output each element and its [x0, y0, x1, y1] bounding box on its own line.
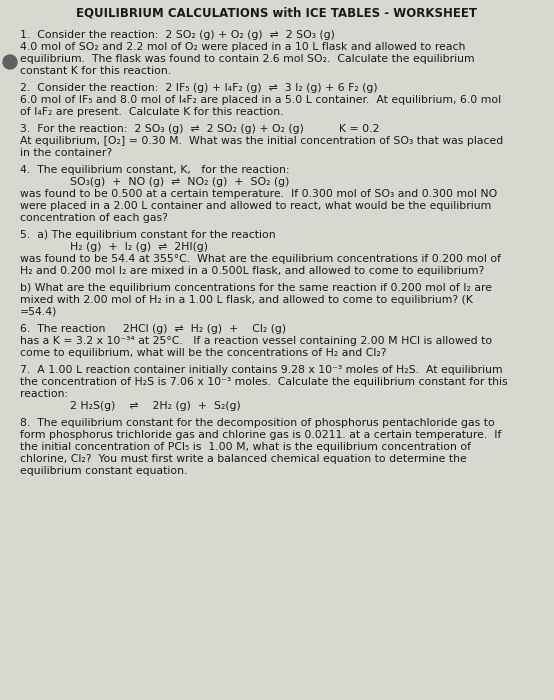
Text: H₂ and 0.200 mol I₂ are mixed in a 0.500L flask, and allowed to come to equilibr: H₂ and 0.200 mol I₂ are mixed in a 0.500… — [20, 266, 484, 276]
Text: 3.  For the reaction:  2 SO₃ (g)  ⇌  2 SO₂ (g) + O₂ (g)          K = 0.2: 3. For the reaction: 2 SO₃ (g) ⇌ 2 SO₂ (… — [20, 124, 379, 134]
Text: =54.4): =54.4) — [20, 307, 58, 317]
Text: mixed with 2.00 mol of H₂ in a 1.00 L flask, and allowed to come to equilibrium?: mixed with 2.00 mol of H₂ in a 1.00 L fl… — [20, 295, 473, 305]
Text: 6.0 mol of IF₅ and 8.0 mol of I₄F₂ are placed in a 5.0 L container.  At equilibr: 6.0 mol of IF₅ and 8.0 mol of I₄F₂ are p… — [20, 95, 501, 105]
Text: EQUILIBRIUM CALCULATIONS with ICE TABLES - WORKSHEET: EQUILIBRIUM CALCULATIONS with ICE TABLES… — [76, 6, 478, 19]
Text: H₂ (g)  +  I₂ (g)  ⇌  2HI(g): H₂ (g) + I₂ (g) ⇌ 2HI(g) — [70, 242, 208, 252]
Text: 5.  a) The equilibrium constant for the reaction: 5. a) The equilibrium constant for the r… — [20, 230, 276, 240]
Text: were placed in a 2.00 L container and allowed to react, what would be the equili: were placed in a 2.00 L container and al… — [20, 201, 491, 211]
Text: concentration of each gas?: concentration of each gas? — [20, 213, 168, 223]
Text: 8.  The equilibrium constant for the decomposition of phosphorus pentachloride g: 8. The equilibrium constant for the deco… — [20, 418, 495, 428]
Text: reaction:: reaction: — [20, 389, 68, 399]
Text: of I₄F₂ are present.  Calculate K for this reaction.: of I₄F₂ are present. Calculate K for thi… — [20, 107, 284, 117]
Text: equilibrium constant equation.: equilibrium constant equation. — [20, 466, 187, 476]
Text: the concentration of H₂S is 7.06 x 10⁻³ moles.  Calculate the equilibrium consta: the concentration of H₂S is 7.06 x 10⁻³ … — [20, 377, 507, 387]
Circle shape — [3, 55, 17, 69]
Text: 7.  A 1.00 L reaction container initially contains 9.28 x 10⁻³ moles of H₂S.  At: 7. A 1.00 L reaction container initially… — [20, 365, 502, 375]
Text: 2.  Consider the reaction:  2 IF₅ (g) + I₄F₂ (g)  ⇌  3 I₂ (g) + 6 F₂ (g): 2. Consider the reaction: 2 IF₅ (g) + I₄… — [20, 83, 378, 93]
Text: constant K for this reaction.: constant K for this reaction. — [20, 66, 171, 76]
Text: 2 H₂S(g)    ⇌    2H₂ (g)  +  S₂(g): 2 H₂S(g) ⇌ 2H₂ (g) + S₂(g) — [70, 401, 241, 411]
Text: 1.  Consider the reaction:  2 SO₂ (g) + O₂ (g)  ⇌  2 SO₃ (g): 1. Consider the reaction: 2 SO₂ (g) + O₂… — [20, 30, 335, 40]
Text: has a K = 3.2 x 10⁻³⁴ at 25°C.   If a reaction vessel containing 2.00 M HCl is a: has a K = 3.2 x 10⁻³⁴ at 25°C. If a reac… — [20, 336, 492, 346]
Text: come to equilibrium, what will be the concentrations of H₂ and Cl₂?: come to equilibrium, what will be the co… — [20, 348, 387, 358]
Text: was found to be 54.4 at 355°C.  What are the equilibrium concentrations if 0.200: was found to be 54.4 at 355°C. What are … — [20, 254, 501, 264]
Text: 4.  The equilibrium constant, K,   for the reaction:: 4. The equilibrium constant, K, for the … — [20, 165, 290, 175]
Text: SO₃(g)  +  NO (g)  ⇌  NO₂ (g)  +  SO₂ (g): SO₃(g) + NO (g) ⇌ NO₂ (g) + SO₂ (g) — [70, 177, 289, 187]
Text: was found to be 0.500 at a certain temperature.  If 0.300 mol of SO₃ and 0.300 m: was found to be 0.500 at a certain tempe… — [20, 189, 497, 199]
Text: 6.  The reaction     2HCl (g)  ⇌  H₂ (g)  +    Cl₂ (g): 6. The reaction 2HCl (g) ⇌ H₂ (g) + Cl₂ … — [20, 324, 286, 334]
Text: the initial concentration of PCl₅ is  1.00 M, what is the equilibrium concentrat: the initial concentration of PCl₅ is 1.0… — [20, 442, 471, 452]
Text: form phosphorus trichloride gas and chlorine gas is 0.0211. at a certain tempera: form phosphorus trichloride gas and chlo… — [20, 430, 501, 440]
Text: At equilibrium, [O₂] = 0.30 M.  What was the initial concentration of SO₃ that w: At equilibrium, [O₂] = 0.30 M. What was … — [20, 136, 503, 146]
Text: chlorine, Cl₂?  You must first write a balanced chemical equation to determine t: chlorine, Cl₂? You must first write a ba… — [20, 454, 467, 464]
Text: in the container?: in the container? — [20, 148, 112, 158]
Text: b) What are the equilibrium concentrations for the same reaction if 0.200 mol of: b) What are the equilibrium concentratio… — [20, 283, 492, 293]
Text: 4.0 mol of SO₂ and 2.2 mol of O₂ were placed in a 10 L flask and allowed to reac: 4.0 mol of SO₂ and 2.2 mol of O₂ were pl… — [20, 42, 465, 52]
Text: equilibrium.  The flask was found to contain 2.6 mol SO₂.  Calculate the equilib: equilibrium. The flask was found to cont… — [20, 54, 475, 64]
